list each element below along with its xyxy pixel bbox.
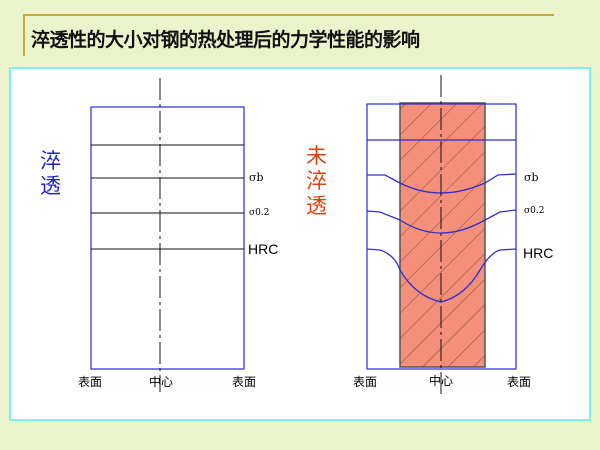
right-label-2: 淬: [306, 169, 327, 193]
title-accent-bar: [23, 14, 25, 56]
left-sigma-02-label: σ0.2: [249, 208, 269, 218]
left-sigma-b-label: σb: [249, 171, 264, 184]
left-hrc-label: HRC: [248, 241, 278, 257]
right-axis-center: 中心: [429, 373, 453, 388]
right-label-1: 未: [306, 144, 327, 168]
right-sigma-02-label: σ0.2: [524, 206, 544, 216]
diagram-frame: [9, 67, 591, 421]
page-title: 淬透性的大小对钢的热处理后的力学性能的影响: [31, 29, 420, 51]
right-specimen: [366, 75, 517, 395]
left-label-1: 淬: [40, 149, 61, 173]
left-axis-surface-right: 表面: [232, 375, 256, 389]
right-axis-surface-left: 表面: [353, 375, 377, 389]
right-sigma-b-label: σb: [524, 171, 539, 184]
right-label-3: 透: [306, 194, 327, 218]
right-axis-surface-right: 表面: [507, 375, 531, 389]
title-underline: [24, 14, 554, 16]
left-specimen: [90, 78, 245, 392]
right-hrc-label: HRC: [523, 245, 553, 261]
left-axis-surface-left: 表面: [78, 375, 102, 389]
left-label-2: 透: [40, 174, 61, 198]
left-axis-center: 中心: [149, 374, 173, 389]
